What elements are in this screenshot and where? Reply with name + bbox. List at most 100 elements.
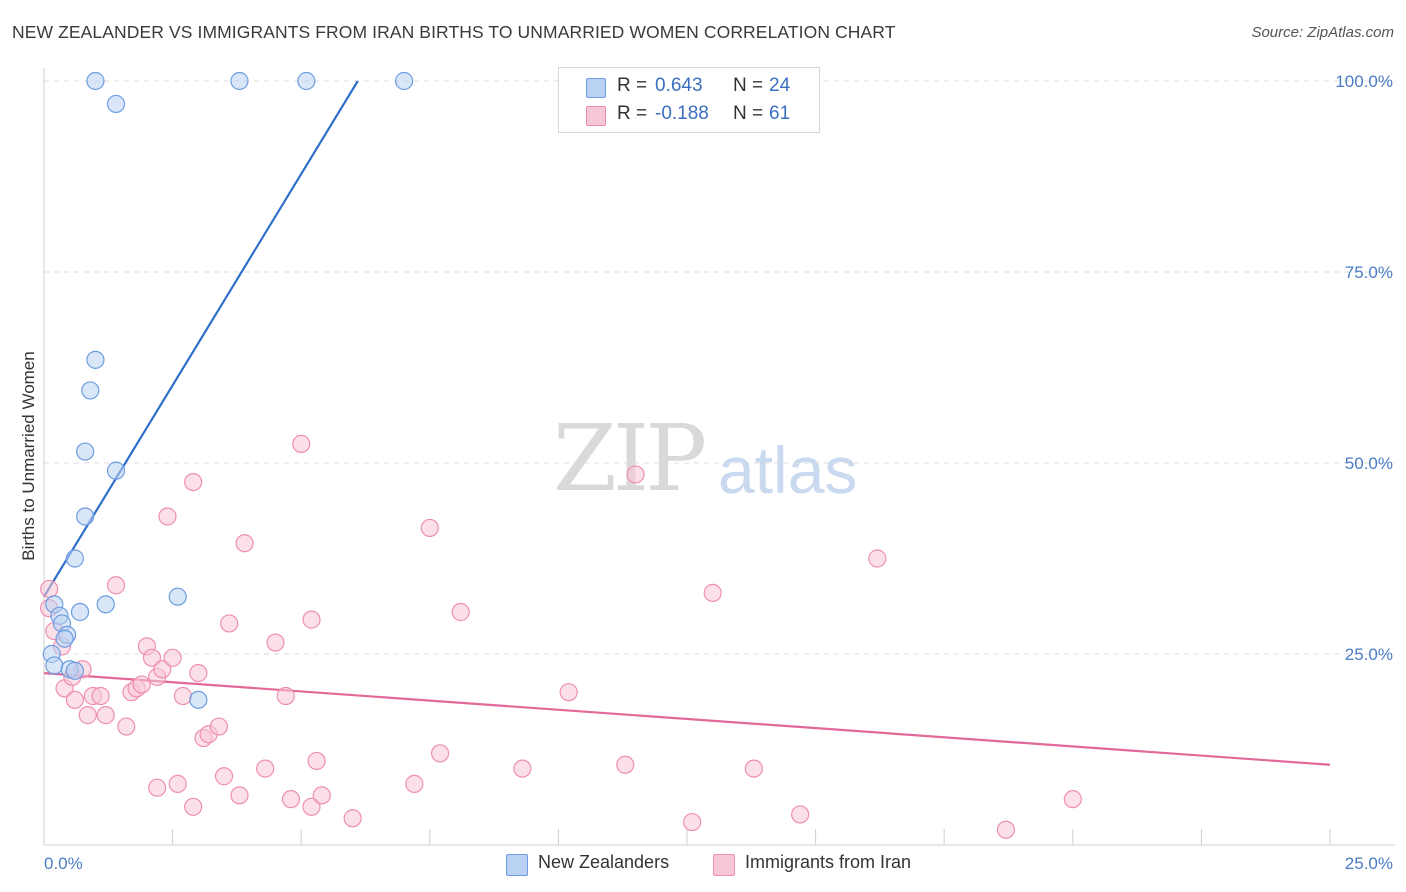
point-immigrants-iran — [214, 767, 234, 786]
point-immigrants-iran — [91, 686, 110, 706]
point-immigrants-iran — [158, 507, 177, 526]
trend-lines — [43, 80, 1331, 766]
point-immigrants-iran — [184, 797, 203, 816]
y-tick-label: 50.0% — [1345, 454, 1393, 473]
legend-row-immigrants-iran: R = -0.188 N = 61 — [559, 101, 819, 129]
point-immigrants-iran — [184, 473, 203, 492]
point-new-zealanders — [65, 661, 84, 680]
grid-lines — [44, 80, 1395, 655]
axes — [43, 68, 1395, 846]
legend-swatch-pink — [586, 106, 606, 126]
x-tick-label: 0.0% — [44, 854, 83, 873]
point-immigrants-iran — [744, 759, 763, 778]
x-tick-label: 25.0% — [1345, 854, 1393, 873]
point-new-zealanders — [189, 690, 208, 709]
point-new-zealanders — [76, 507, 95, 526]
point-immigrants-iran — [703, 583, 722, 602]
point-immigrants-iran — [996, 820, 1016, 839]
point-immigrants-iran — [302, 797, 321, 816]
source-label: Source: ZipAtlas.com — [1251, 24, 1394, 41]
point-new-zealanders — [168, 587, 187, 606]
point-immigrants-iran — [1063, 790, 1082, 809]
point-new-zealanders — [45, 656, 64, 675]
legend-r-value: 0.643 — [655, 75, 703, 96]
point-immigrants-iran — [683, 812, 702, 832]
legend-n-value: 61 — [769, 103, 791, 124]
point-immigrants-iran — [266, 633, 285, 652]
y-axis-label: Births to Unmarried Women — [19, 351, 38, 560]
point-immigrants-iran — [230, 786, 249, 805]
legend-n-label: N = — [733, 103, 764, 124]
correlation-legend: R = 0.643 N = 24 R = -0.188 N = 61 — [558, 67, 820, 133]
chart-title: NEW ZEALANDER VS IMMIGRANTS FROM IRAN BI… — [12, 22, 896, 42]
legend-r-label: R = — [617, 103, 648, 124]
point-immigrants-iran — [168, 774, 187, 793]
point-immigrants-iran — [173, 686, 192, 706]
point-immigrants-iran — [343, 809, 362, 828]
point-new-zealanders — [106, 94, 126, 114]
point-immigrants-iran — [616, 755, 635, 774]
legend-r-value: -0.188 — [655, 103, 709, 124]
point-new-zealanders — [96, 595, 115, 614]
point-immigrants-iran — [513, 759, 532, 778]
legend-n-label: N = — [733, 75, 764, 96]
point-immigrants-iran — [451, 602, 470, 622]
point-immigrants-iran — [106, 576, 126, 595]
point-immigrants-iran — [96, 706, 115, 725]
point-immigrants-iran — [868, 549, 887, 568]
point-immigrants-iran — [148, 778, 167, 797]
point-new-zealanders — [76, 442, 95, 461]
point-immigrants-iran — [302, 610, 321, 629]
point-immigrants-iran — [626, 465, 645, 484]
point-new-zealanders — [55, 629, 74, 648]
bottom-legend-label: Immigrants from Iran — [745, 852, 912, 872]
point-immigrants-iran — [281, 790, 301, 809]
watermark-atlas: atlas — [718, 433, 858, 507]
point-immigrants-iran — [65, 690, 84, 709]
point-immigrants-iran — [163, 648, 182, 667]
trend-line-new-zealanders — [43, 80, 359, 598]
point-immigrants-iran — [559, 683, 578, 702]
point-new-zealanders — [65, 549, 84, 568]
point-immigrants-iran — [132, 675, 151, 694]
point-immigrants-iran — [235, 534, 254, 553]
tick-labels: 25.0% 50.0% 75.0% 100.0% 0.0% 25.0% Births to … — [19, 72, 1393, 873]
point-new-zealanders — [70, 602, 90, 622]
data-points — [40, 71, 1082, 839]
point-immigrants-iran — [430, 744, 450, 763]
point-immigrants-iran — [276, 686, 295, 706]
point-immigrants-iran — [40, 579, 59, 599]
point-immigrants-iran — [292, 434, 311, 453]
point-immigrants-iran — [78, 706, 97, 725]
point-immigrants-iran — [420, 518, 439, 538]
point-new-zealanders — [230, 71, 249, 91]
point-immigrants-iran — [153, 660, 172, 679]
bottom-legend-label: New Zealanders — [538, 852, 670, 872]
point-immigrants-iran — [117, 717, 136, 736]
point-immigrants-iran — [307, 751, 326, 771]
legend-swatch-blue — [586, 78, 606, 98]
point-new-zealanders — [86, 71, 105, 91]
point-new-zealanders — [394, 71, 414, 91]
legend-row-new-zealanders: R = 0.643 N = 24 — [559, 73, 819, 101]
point-immigrants-iran — [405, 774, 424, 793]
y-tick-label: 75.0% — [1345, 263, 1393, 282]
point-immigrants-iran — [256, 759, 275, 778]
point-immigrants-iran — [209, 717, 228, 736]
point-new-zealanders — [297, 71, 316, 91]
point-immigrants-iran — [142, 648, 162, 667]
bottom-legend-swatch-blue — [506, 854, 528, 876]
point-immigrants-iran — [220, 614, 239, 633]
point-immigrants-iran — [189, 663, 208, 683]
bottom-legend-swatch-pink — [713, 854, 735, 876]
y-tick-label: 100.0% — [1335, 72, 1393, 91]
point-immigrants-iran — [791, 805, 810, 824]
point-new-zealanders — [86, 350, 105, 369]
point-immigrants-iran — [312, 786, 331, 805]
legend-r-label: R = — [617, 75, 648, 96]
point-new-zealanders — [106, 461, 126, 480]
y-tick-label: 25.0% — [1345, 645, 1393, 664]
trend-line-immigrants-iran — [43, 672, 1331, 766]
legend-n-value: 24 — [769, 75, 791, 96]
